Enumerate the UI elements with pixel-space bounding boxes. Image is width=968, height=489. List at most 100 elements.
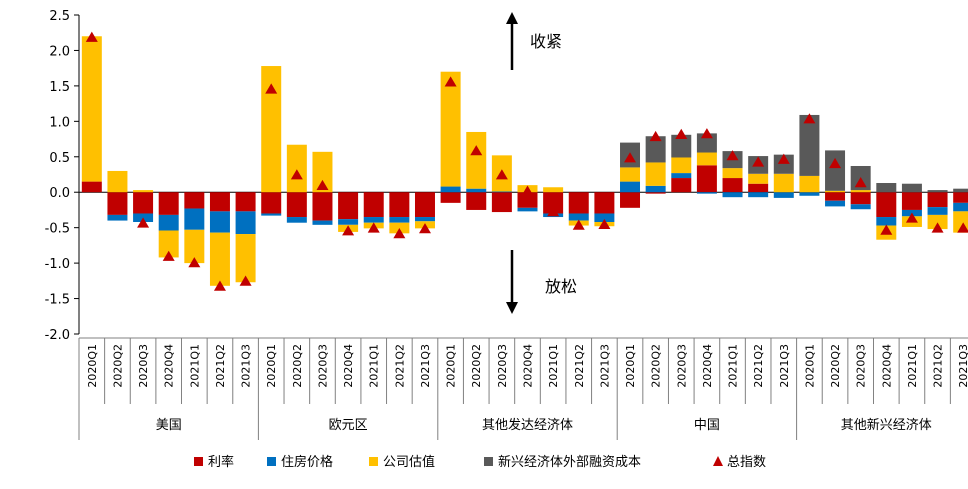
period-label: 2020Q4 — [880, 344, 893, 388]
total-index-marker — [854, 177, 867, 188]
total-index-marker — [162, 250, 175, 261]
period-label: 2021Q3 — [598, 344, 611, 388]
y-tick-label: -1.5 — [45, 293, 70, 308]
bar-segment — [338, 219, 359, 225]
period-label: 2020Q4 — [163, 344, 176, 388]
bar-segment — [620, 181, 641, 193]
bar-segment — [901, 192, 922, 210]
period-label: 2021Q3 — [957, 344, 968, 388]
total-index-marker — [342, 225, 355, 236]
group-label: 其他新兴经济体 — [841, 417, 932, 433]
period-label: 2021Q2 — [752, 344, 765, 388]
bar-segment — [133, 190, 154, 193]
bar-segment — [671, 157, 692, 174]
bar-segment — [209, 211, 230, 233]
total-index-marker — [675, 128, 688, 140]
bar-segment — [876, 183, 897, 193]
total-index-marker — [931, 222, 944, 233]
bar-segment — [543, 192, 564, 214]
period-label: 2020Q4 — [522, 344, 535, 388]
bar-segment — [748, 183, 769, 193]
total-index-marker — [649, 130, 662, 142]
period-label: 2021Q1 — [547, 344, 560, 388]
bar-segment — [440, 186, 461, 193]
total-index-marker — [239, 275, 252, 286]
total-index-marker — [470, 145, 483, 156]
y-tick-label: 2.5 — [49, 9, 70, 24]
total-index-markers — [85, 31, 968, 291]
legend: 利率 住房价格 公司估值 新兴经济体外部融资成本 总指数 — [194, 454, 766, 470]
legend-label: 总指数 — [727, 455, 766, 470]
up-arrow-icon — [506, 12, 518, 24]
bar-segment — [235, 211, 256, 235]
bar-segment — [645, 136, 666, 163]
bar-segment — [184, 229, 205, 264]
bar-segment — [107, 214, 128, 221]
total-index-marker — [265, 83, 278, 94]
bar-segment — [363, 217, 384, 223]
period-label: 2020Q2 — [829, 344, 842, 388]
bar-segment — [645, 185, 666, 193]
bar-segment — [748, 192, 769, 198]
period-label: 2020Q4 — [701, 344, 714, 388]
total-index-marker — [700, 128, 713, 139]
legend-label: 公司估值 — [383, 454, 435, 470]
bar-segment — [414, 217, 435, 222]
total-index-marker — [521, 185, 534, 196]
bar-segment — [235, 192, 256, 212]
period-label: 2020Q3 — [675, 344, 688, 388]
bar-segment — [773, 173, 794, 193]
period-label: 2020Q4 — [342, 344, 355, 388]
total-index-marker — [290, 169, 303, 180]
bar-segment — [517, 207, 538, 212]
bar-segment — [466, 188, 487, 193]
bar-segment — [722, 192, 743, 198]
y-tick-label: 0.5 — [49, 151, 70, 166]
bar-segment — [927, 192, 948, 208]
y-tick-label: -0.5 — [45, 222, 70, 237]
period-label: 2021Q2 — [393, 344, 406, 388]
bar-segment — [850, 192, 871, 205]
total-index-marker — [905, 212, 918, 223]
bar-segment — [466, 192, 487, 210]
period-label: 2020Q1 — [803, 344, 816, 388]
period-label: 2020Q3 — [855, 344, 868, 388]
bar-segment — [209, 232, 230, 286]
category-labels: 2020Q1 2020Q2 2020Q3 2020Q4 2021Q1 2021Q2 2021… — [86, 344, 968, 433]
bar-segment — [799, 114, 820, 176]
legend-swatch — [267, 457, 276, 466]
legend-swatch — [484, 457, 493, 466]
period-label: 2020Q2 — [111, 344, 124, 388]
bar-segment — [825, 190, 846, 193]
period-label: 2021Q3 — [240, 344, 253, 388]
axes: 2.5 2.0 1.5 1.0 0.5 0.0 -0.5 -1.0 -1.5 -2.0 — [45, 9, 968, 440]
bar-segment — [466, 131, 487, 189]
bar-segment — [901, 183, 922, 193]
bar-segment — [235, 234, 256, 283]
bar-segment — [184, 192, 205, 209]
bar-segment — [722, 168, 743, 179]
bar-segment — [953, 202, 968, 212]
bar-segment — [748, 173, 769, 184]
bar-segment — [312, 220, 333, 225]
total-index-marker — [495, 169, 508, 180]
group-label: 其他发达经济体 — [482, 417, 573, 433]
bar-segment — [81, 36, 102, 182]
bar-segment — [696, 192, 717, 194]
total-index-marker — [367, 222, 380, 233]
bar-segment — [927, 214, 948, 230]
total-index-marker — [726, 150, 739, 161]
bar-segment — [671, 178, 692, 193]
bar-segment — [850, 190, 871, 193]
bar-segment — [876, 217, 897, 226]
y-tick-label: -1.0 — [45, 257, 70, 272]
bar-segment — [389, 192, 410, 218]
total-index-marker — [624, 152, 637, 163]
bar-segment — [491, 192, 512, 213]
bar-segment — [363, 192, 384, 218]
bar-segment — [158, 230, 179, 258]
legend-label: 新兴经济体外部融资成本 — [498, 454, 641, 470]
bar-segment — [184, 208, 205, 230]
total-index-marker — [598, 218, 611, 230]
